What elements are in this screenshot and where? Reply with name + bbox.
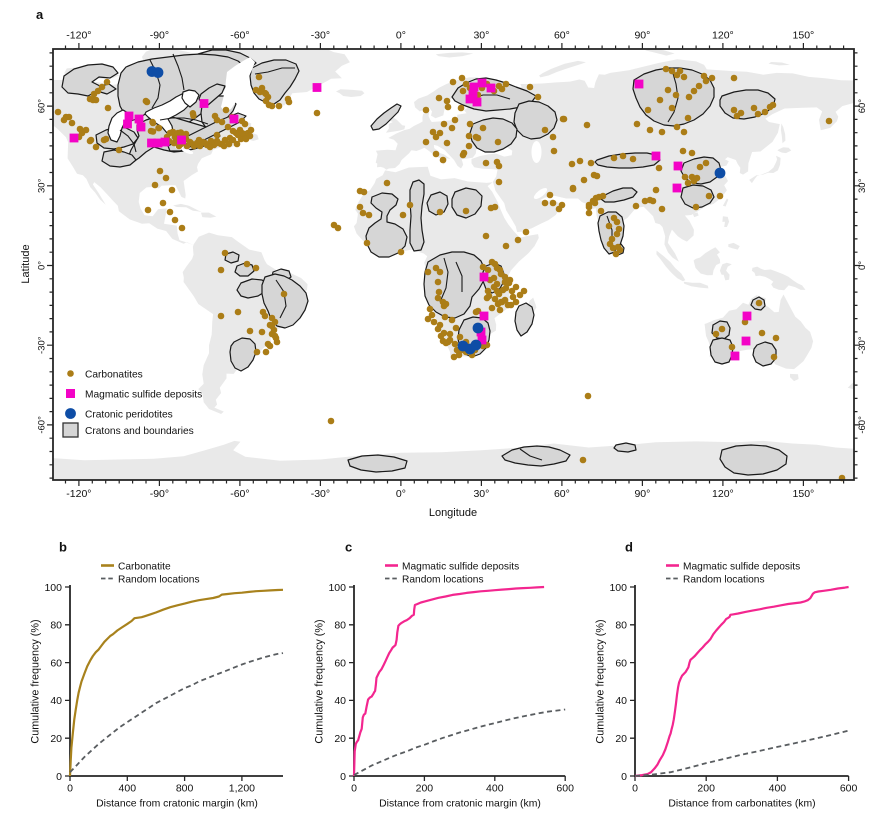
svg-text:0°: 0° <box>857 261 868 270</box>
svg-text:60: 60 <box>615 657 627 669</box>
svg-text:600: 600 <box>840 783 858 795</box>
svg-text:-90°: -90° <box>150 30 169 42</box>
svg-text:100: 100 <box>44 582 62 594</box>
svg-text:400: 400 <box>486 783 504 795</box>
svg-text:-120°: -120° <box>66 488 91 500</box>
svg-text:-90°: -90° <box>150 488 169 500</box>
svg-text:120°: 120° <box>712 30 734 42</box>
svg-text:30°: 30° <box>473 30 489 42</box>
svg-text:-60°: -60° <box>857 416 868 434</box>
svg-text:30°: 30° <box>473 488 489 500</box>
svg-text:150°: 150° <box>793 488 815 500</box>
svg-text:20: 20 <box>334 733 346 745</box>
svg-text:60: 60 <box>50 657 62 669</box>
svg-text:Magmatic sulfide deposits: Magmatic sulfide deposits <box>85 390 202 401</box>
svg-text:Longitude: Longitude <box>429 507 477 519</box>
svg-text:80: 80 <box>615 620 627 632</box>
svg-text:Cumulative frequency (%): Cumulative frequency (%) <box>314 619 326 743</box>
svg-text:400: 400 <box>769 783 787 795</box>
svg-text:Magmatic sulfide deposits: Magmatic sulfide deposits <box>683 562 800 573</box>
svg-text:0: 0 <box>340 771 346 783</box>
svg-text:Random locations: Random locations <box>683 575 765 586</box>
svg-text:20: 20 <box>50 733 62 745</box>
svg-text:b: b <box>59 540 67 555</box>
svg-text:60°: 60° <box>857 99 868 114</box>
svg-text:-60°: -60° <box>230 488 249 500</box>
svg-text:800: 800 <box>176 783 194 795</box>
svg-text:Cratonic peridotites: Cratonic peridotites <box>85 410 173 421</box>
svg-text:0: 0 <box>351 783 357 795</box>
svg-text:-30°: -30° <box>311 488 330 500</box>
svg-text:Carbonatite: Carbonatite <box>118 562 171 573</box>
svg-text:30°: 30° <box>37 178 48 193</box>
svg-text:60°: 60° <box>37 99 48 114</box>
svg-text:Cratons and boundaries: Cratons and boundaries <box>85 426 194 437</box>
svg-text:-30°: -30° <box>37 336 48 354</box>
svg-text:60°: 60° <box>554 30 570 42</box>
svg-text:Random locations: Random locations <box>402 575 484 586</box>
svg-text:Cumulative frequency (%): Cumulative frequency (%) <box>595 619 607 743</box>
svg-text:40: 40 <box>50 695 62 707</box>
svg-text:600: 600 <box>556 783 574 795</box>
svg-text:200: 200 <box>697 783 715 795</box>
svg-text:80: 80 <box>334 620 346 632</box>
svg-text:d: d <box>625 540 633 555</box>
svg-text:0°: 0° <box>37 261 48 270</box>
svg-text:Distance from carbonatites (km: Distance from carbonatites (km) <box>668 799 815 810</box>
svg-text:60°: 60° <box>554 488 570 500</box>
svg-text:-30°: -30° <box>857 336 868 354</box>
svg-text:Random locations: Random locations <box>118 575 200 586</box>
svg-text:Distance from cratonic margin: Distance from cratonic margin (km) <box>96 799 258 810</box>
svg-text:Distance from cratonic margin: Distance from cratonic margin (km) <box>379 799 541 810</box>
svg-text:30°: 30° <box>857 178 868 193</box>
svg-text:400: 400 <box>119 783 137 795</box>
svg-text:-30°: -30° <box>311 30 330 42</box>
svg-text:0: 0 <box>621 771 627 783</box>
svg-text:-120°: -120° <box>66 30 91 42</box>
svg-text:60: 60 <box>334 657 346 669</box>
svg-text:Magmatic sulfide deposits: Magmatic sulfide deposits <box>402 562 519 573</box>
svg-text:c: c <box>345 540 352 555</box>
svg-text:200: 200 <box>416 783 434 795</box>
svg-text:a: a <box>36 7 44 22</box>
svg-text:0: 0 <box>67 783 73 795</box>
svg-text:0°: 0° <box>396 30 406 42</box>
svg-text:40: 40 <box>334 695 346 707</box>
svg-text:Cumulative frequency (%): Cumulative frequency (%) <box>30 619 42 743</box>
svg-text:100: 100 <box>609 582 627 594</box>
svg-text:Carbonatites: Carbonatites <box>85 370 143 381</box>
svg-text:0°: 0° <box>396 488 406 500</box>
svg-text:80: 80 <box>50 620 62 632</box>
svg-text:Latitude: Latitude <box>20 244 32 283</box>
svg-text:-60°: -60° <box>230 30 249 42</box>
svg-text:20: 20 <box>615 733 627 745</box>
svg-text:1,200: 1,200 <box>229 783 255 795</box>
svg-text:0: 0 <box>56 771 62 783</box>
svg-text:100: 100 <box>328 582 346 594</box>
svg-text:90°: 90° <box>634 30 650 42</box>
svg-text:120°: 120° <box>712 488 734 500</box>
svg-text:40: 40 <box>615 695 627 707</box>
svg-text:0: 0 <box>632 783 638 795</box>
svg-text:90°: 90° <box>634 488 650 500</box>
svg-text:-60°: -60° <box>37 416 48 434</box>
svg-text:150°: 150° <box>793 30 815 42</box>
